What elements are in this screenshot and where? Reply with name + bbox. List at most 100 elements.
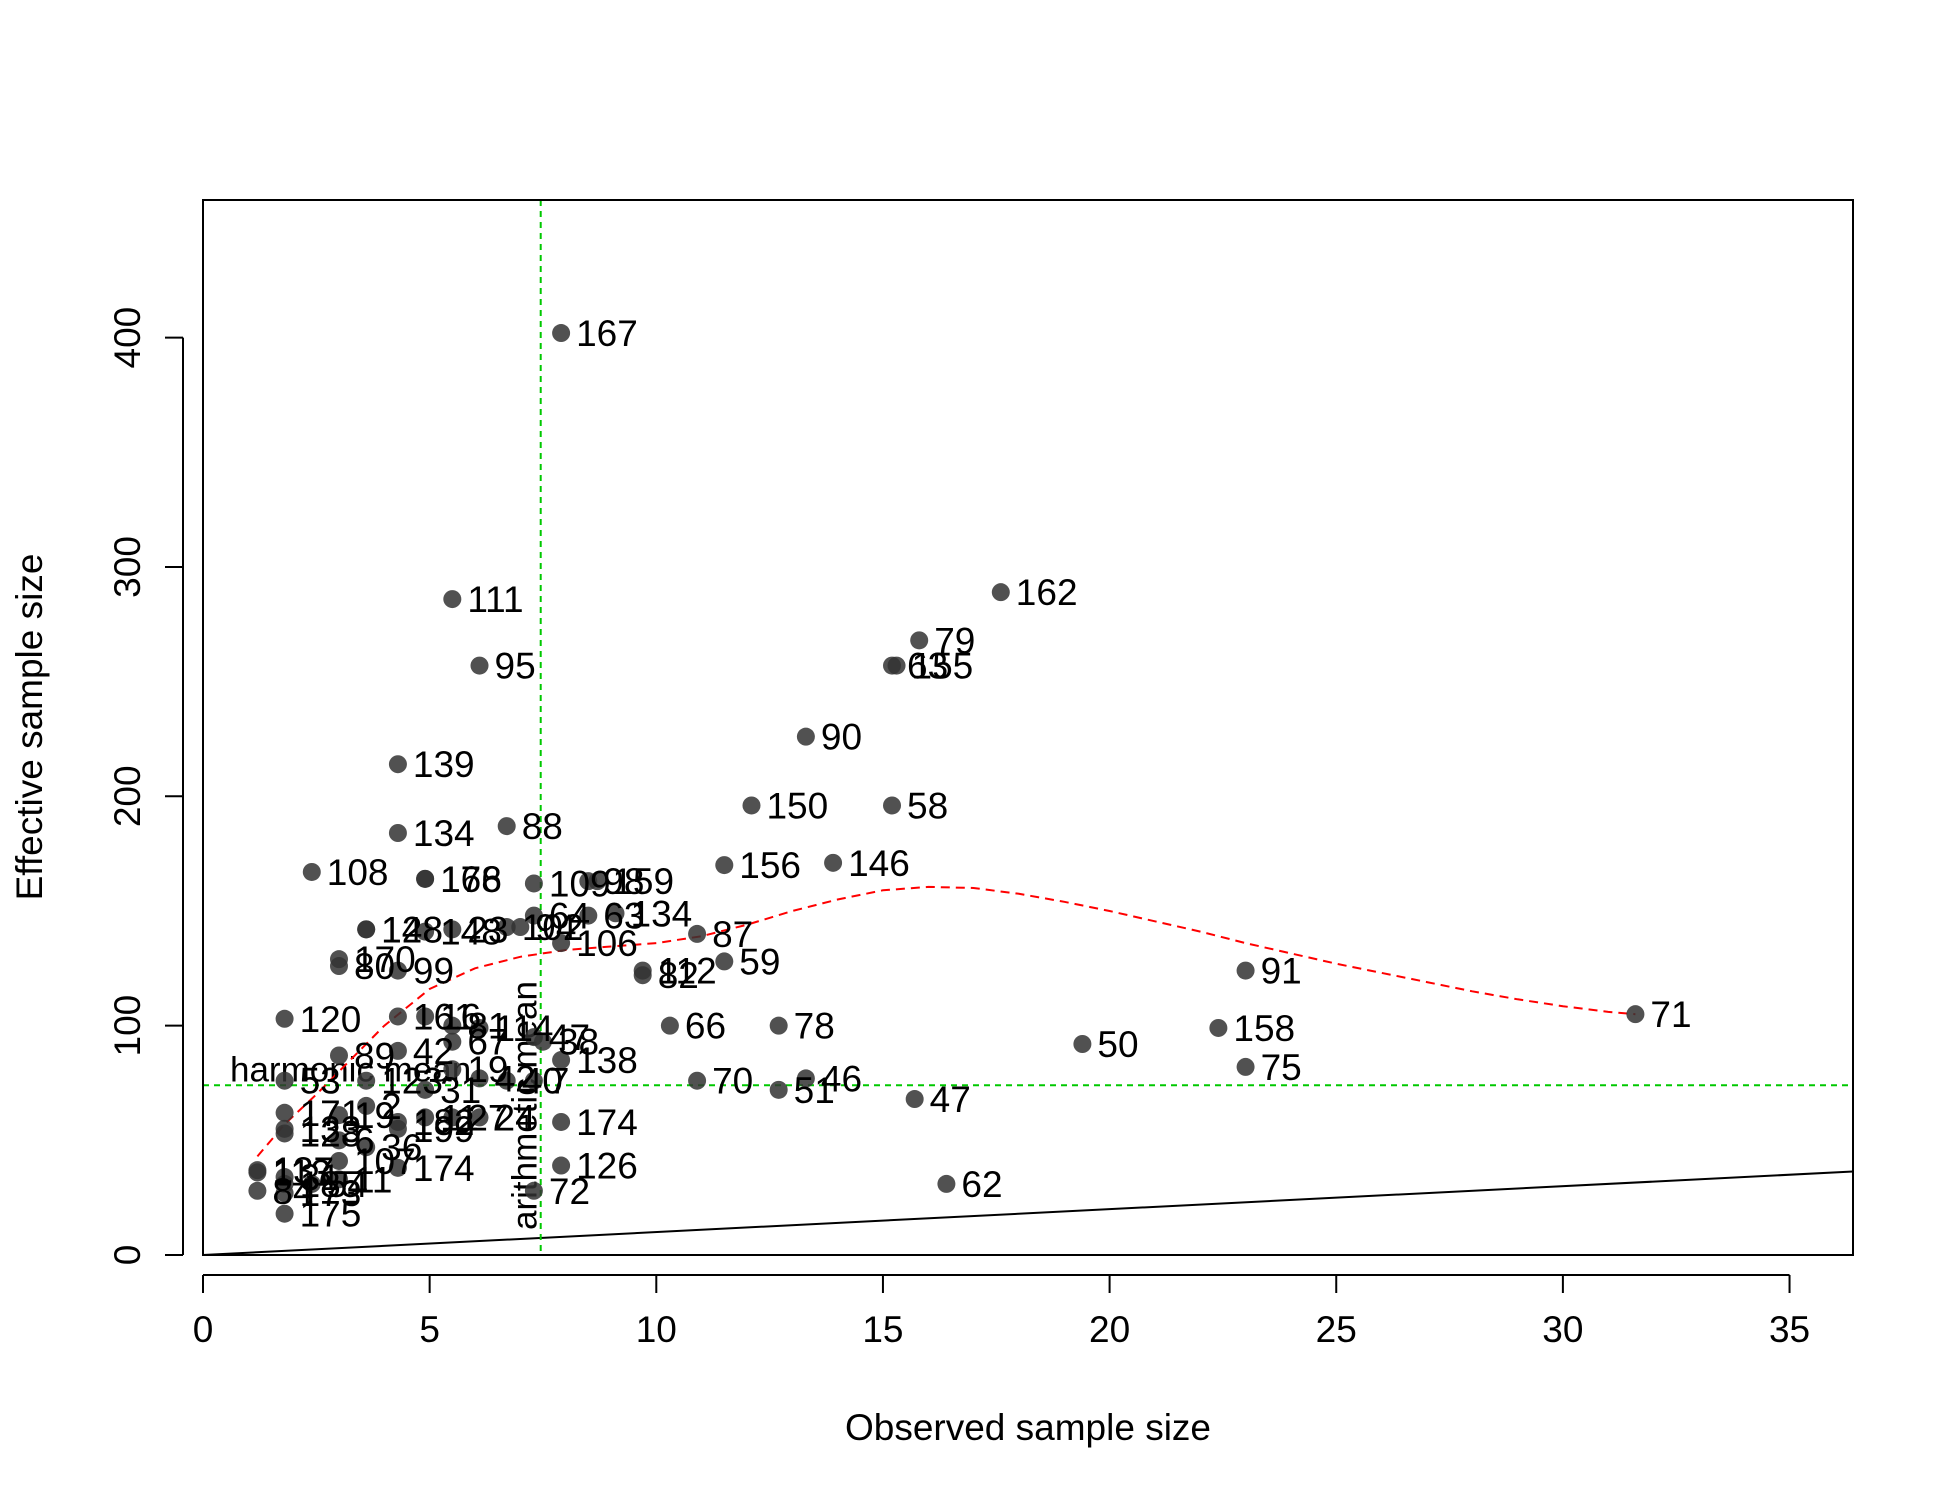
data-point: [443, 1016, 462, 1035]
point-label: 182: [413, 1102, 475, 1143]
data-point: [524, 1071, 543, 1090]
data-point: [388, 1119, 407, 1138]
data-point: [905, 1090, 924, 1109]
plot-frame: [202, 199, 1854, 1256]
point-label: 53: [300, 1061, 341, 1102]
data-point: [910, 631, 929, 650]
data-point: [497, 918, 516, 937]
data-point: [688, 924, 707, 943]
point-label: 88: [522, 806, 563, 847]
data-point: [991, 583, 1010, 602]
data-point: [1626, 1005, 1645, 1024]
point-label: 167: [576, 313, 638, 354]
data-point: [1073, 1035, 1092, 1053]
data-point: [302, 1174, 321, 1193]
point-label: 199: [413, 1109, 475, 1150]
data-point: [715, 856, 734, 875]
y-tick-label: 0: [107, 1245, 148, 1266]
point-label: 126: [576, 1146, 638, 1187]
data-point: [275, 1071, 294, 1090]
data-point: [416, 1080, 435, 1099]
data-point: [497, 817, 516, 836]
point-label: 174: [576, 1102, 638, 1143]
point-label: 6: [354, 1120, 375, 1161]
data-point: [552, 934, 571, 953]
point-label: 36: [381, 1127, 422, 1168]
harmonic-mean-label: harmonic mean: [230, 1050, 471, 1089]
data-point: [388, 961, 407, 980]
point-label: 107: [354, 1141, 416, 1182]
x-axis-title: Observed sample size: [845, 1407, 1211, 1448]
point-label: 54: [327, 1164, 368, 1205]
point-label: 80: [354, 946, 395, 987]
point-label: 161: [413, 996, 475, 1037]
point-label: 98: [603, 861, 644, 902]
data-point: [329, 1106, 348, 1125]
data-point: [1236, 1057, 1255, 1076]
point-label: 71: [1650, 994, 1691, 1035]
data-point: [606, 904, 625, 923]
data-point: [688, 1071, 707, 1090]
point-label: 42: [495, 1058, 536, 1099]
point-label: 128: [381, 909, 443, 950]
data-point: [769, 1080, 788, 1099]
data-point: [937, 1174, 956, 1193]
y-tick-label: 200: [107, 765, 148, 827]
point-label: 150: [766, 785, 828, 826]
data-point: [470, 1108, 489, 1127]
point-label: 148: [381, 909, 443, 950]
data-point: [302, 862, 321, 881]
point-label: 82: [658, 955, 699, 996]
point-label: 137: [272, 1150, 334, 1191]
point-label: 40: [522, 1061, 563, 1102]
point-label: 24: [495, 1097, 536, 1138]
identity-line-layer: [202, 1170, 1854, 1256]
point-label: 166: [440, 859, 502, 900]
point-label: 128: [300, 1113, 362, 1154]
point-label: 51: [794, 1070, 835, 1111]
point-label: 111: [467, 579, 523, 620]
data-point: [588, 872, 607, 891]
data-point: [388, 755, 407, 774]
data-point: [248, 1181, 267, 1200]
point-label: 27: [467, 1097, 508, 1138]
data-point: [357, 920, 376, 939]
point-label: 113: [272, 1152, 331, 1193]
data-point: [357, 1096, 376, 1115]
data-point: [275, 1124, 294, 1143]
point-label: 112: [658, 951, 717, 992]
data-point: [579, 906, 598, 925]
data-point: [329, 1170, 348, 1189]
point-label: 120: [300, 999, 362, 1040]
point-label: 59: [739, 941, 780, 982]
point-label: 78: [794, 1006, 835, 1047]
axes-layer: 0 5 10 15 20 25 30 35 0 100 200 300 400: [107, 307, 1810, 1350]
point-label: 46: [821, 1058, 862, 1099]
point-label: 162: [1016, 572, 1078, 613]
data-point: [633, 966, 652, 985]
point-label: 64: [549, 896, 590, 937]
data-point: [329, 957, 348, 976]
point-label: 133: [300, 1109, 362, 1150]
data-point: [357, 1138, 376, 1157]
point-label: 67: [467, 1022, 508, 1063]
point-label: 134: [631, 893, 693, 934]
x-tick-label: 30: [1542, 1309, 1583, 1350]
data-point: [388, 1007, 407, 1026]
data-point: [275, 1103, 294, 1122]
data-point: [388, 1158, 407, 1177]
point-label: 173: [300, 1173, 362, 1214]
data-point: [443, 1032, 462, 1051]
point-label: 47: [549, 1017, 590, 1058]
data-point: [883, 796, 902, 815]
point-label: 81: [467, 1006, 508, 1047]
point-label: 79: [934, 620, 975, 661]
data-point: [248, 1163, 267, 1182]
point-label: 66: [685, 1006, 726, 1047]
data-point: [796, 1069, 815, 1088]
point-label: 106: [576, 923, 638, 964]
identity-line: [202, 1170, 1854, 1256]
data-point: [329, 1131, 348, 1150]
x-tick-label: 25: [1316, 1309, 1357, 1350]
point-label: 171: [300, 1093, 362, 1134]
